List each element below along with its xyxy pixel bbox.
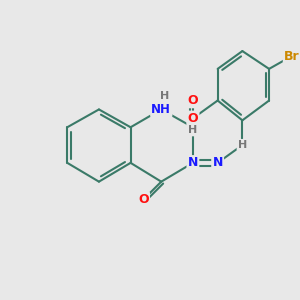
Text: N: N (188, 156, 198, 170)
Text: H: H (238, 140, 247, 150)
Text: Br: Br (284, 50, 300, 62)
Text: H: H (188, 125, 197, 135)
Text: NH: NH (151, 103, 171, 116)
Text: O: O (188, 94, 198, 107)
Text: O: O (188, 112, 198, 125)
Text: N: N (212, 156, 223, 170)
Text: H: H (160, 91, 169, 101)
Text: O: O (138, 193, 149, 206)
